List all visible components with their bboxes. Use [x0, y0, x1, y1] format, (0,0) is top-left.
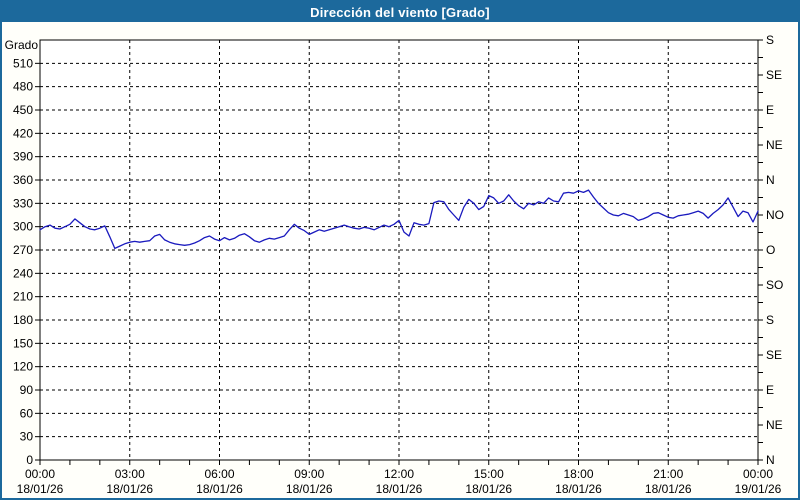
- y-left-tick-label: 450: [13, 103, 33, 117]
- y-left-tick-label: 330: [13, 196, 33, 210]
- x-tick-date-label: 18/01/26: [196, 482, 243, 496]
- y-left-tick-label: 210: [13, 290, 33, 304]
- x-tick-date-label: 18/01/26: [465, 482, 512, 496]
- grid-vertical: [129, 40, 669, 460]
- page-title: Dirección del viento [Grado]: [310, 4, 490, 20]
- x-tick-date-label: 19/01/26: [735, 482, 782, 496]
- x-tick-time-label: 12:00: [384, 467, 414, 481]
- x-tick-date-label: 18/01/26: [645, 482, 692, 496]
- y-right-compass-label: N: [766, 173, 775, 187]
- x-tick-time-label: 03:00: [115, 467, 145, 481]
- y-axis-right: S SE E NE N NO O SO S SE E NE N: [758, 33, 784, 467]
- y-left-tick-label: 0: [26, 453, 33, 467]
- y-left-tick-label: 90: [20, 383, 34, 397]
- x-tick-date-label: 18/01/26: [286, 482, 333, 496]
- y-right-compass-label: E: [766, 383, 774, 397]
- y-right-compass-label: O: [766, 243, 775, 257]
- y-left-tick-label: 300: [13, 220, 33, 234]
- x-tick-time-label: 15:00: [474, 467, 504, 481]
- x-tick-time-label: 06:00: [204, 467, 234, 481]
- y-right-compass-label: N: [766, 453, 775, 467]
- y-left-tick-label: 120: [13, 360, 33, 374]
- y-right-compass-label: S: [766, 33, 774, 47]
- x-tick-date-label: 18/01/26: [376, 482, 423, 496]
- wind-direction-line: [39, 189, 759, 250]
- y-right-compass-label: SE: [766, 348, 782, 362]
- y-left-tick-label: 390: [13, 150, 33, 164]
- x-tick-date-label: 18/01/26: [555, 482, 602, 496]
- y-left-tick-label: 270: [13, 243, 33, 257]
- y-right-compass-label: E: [766, 103, 774, 117]
- y-axis-left: 0 30 60 90 120 150 180 210 240 270 300 330 360 390 420…: [5, 38, 40, 467]
- y-left-tick-label: 180: [13, 313, 33, 327]
- y-left-tick-label: 240: [13, 266, 33, 280]
- titlebar: Dirección del viento [Grado]: [2, 2, 798, 22]
- y-left-tick-label: 360: [13, 173, 33, 187]
- y-left-tick-label: 60: [20, 406, 34, 420]
- y-right-compass-label: S: [766, 313, 774, 327]
- x-axis: 00:0018/01/2603:0018/01/2606:0018/01/260…: [17, 460, 782, 496]
- y-right-compass-label: SO: [766, 278, 783, 292]
- x-tick-date-label: 18/01/26: [106, 482, 153, 496]
- x-tick-time-label: 00:00: [25, 467, 55, 481]
- y-right-compass-label: SE: [766, 68, 782, 82]
- x-tick-time-label: 18:00: [563, 467, 593, 481]
- x-tick-date-label: 18/01/26: [17, 482, 64, 496]
- x-tick-time-label: 09:00: [294, 467, 324, 481]
- x-tick-time-label: 00:00: [743, 467, 773, 481]
- y-left-tick-label: 510: [13, 56, 33, 70]
- y-axis-unit-label: Grado: [5, 38, 39, 52]
- y-right-compass-label: NO: [766, 208, 784, 222]
- y-left-tick-label: 30: [20, 430, 34, 444]
- y-left-tick-label: 480: [13, 80, 33, 94]
- x-tick-time-label: 21:00: [653, 467, 683, 481]
- y-right-compass-label: NE: [766, 418, 783, 432]
- y-left-tick-label: 150: [13, 336, 33, 350]
- y-right-compass-label: NE: [766, 138, 783, 152]
- y-left-tick-label: 420: [13, 126, 33, 140]
